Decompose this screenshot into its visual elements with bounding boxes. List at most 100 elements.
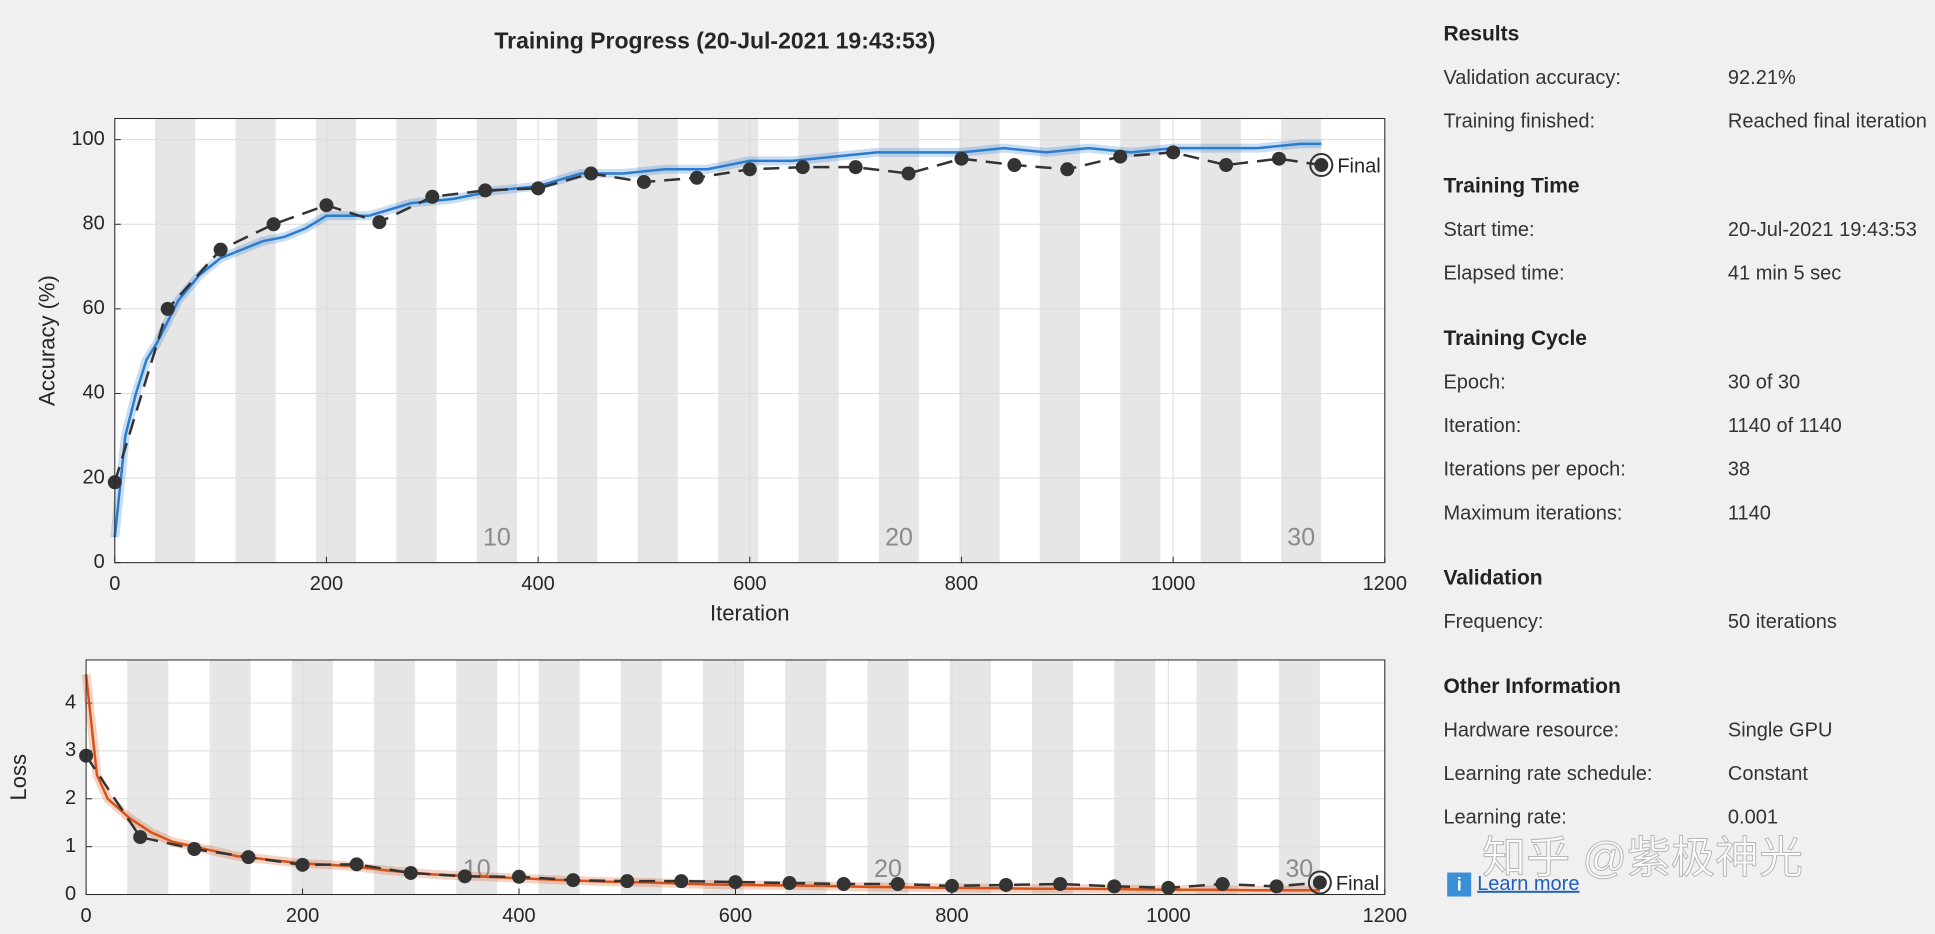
learn-more-link[interactable]: Learn more [1477, 873, 1579, 895]
validation-point [836, 876, 851, 891]
y-tick-label: 40 [83, 382, 105, 404]
y-tick-label: 0 [94, 551, 105, 573]
y-tick-label: 60 [83, 297, 105, 319]
validation-point [584, 166, 599, 181]
epoch-band [949, 659, 991, 895]
panel-value: 20-Jul-2021 19:43:53 [1728, 219, 1917, 241]
validation-point [954, 151, 969, 166]
panel-value: 0.001 [1728, 807, 1778, 829]
x-axis-label: Iteration [696, 932, 776, 934]
axes-box [114, 118, 1386, 564]
validation-point [728, 875, 743, 890]
validation-point [1269, 879, 1284, 894]
validation-point [1312, 875, 1327, 890]
epoch-band [315, 118, 357, 563]
y-tick-label: 3 [65, 739, 76, 761]
info-icon [1447, 872, 1472, 897]
axes-box [85, 659, 1386, 896]
validation-point [1271, 151, 1286, 166]
panel-label: Iterations per epoch: [1443, 459, 1625, 481]
epoch-band [235, 118, 276, 563]
panel-label: Hardware resource: [1443, 719, 1619, 741]
panel-section-title: Validation [1443, 566, 1542, 589]
validation-point [425, 189, 440, 204]
x-tick-label: 1000 [1151, 573, 1196, 595]
y-tick-label: 20 [83, 466, 105, 488]
final-marker [1307, 870, 1332, 895]
validation-point [241, 850, 256, 865]
epoch-band [456, 659, 498, 895]
y-axis-label: Loss [6, 754, 31, 800]
validation-point [1215, 876, 1230, 891]
epoch-band [785, 659, 827, 895]
validation-point [689, 170, 704, 185]
x-tick-label: 1200 [1363, 905, 1408, 927]
panel-value: 50 iterations [1728, 611, 1837, 633]
validation-point [636, 174, 651, 189]
validation-point [319, 198, 334, 213]
epoch-label: 10 [483, 523, 511, 551]
epoch-band [538, 659, 580, 895]
epoch-band [867, 659, 909, 895]
validation-point [999, 877, 1014, 892]
y-axis-label: Accuracy (%) [35, 275, 60, 406]
x-tick-label: 800 [935, 905, 968, 927]
y-tick-label: 0 [65, 883, 76, 905]
validation-point [531, 181, 546, 196]
validation-point [295, 857, 310, 872]
x-axis-label: Iteration [710, 600, 790, 625]
panel-label: Epoch: [1443, 371, 1505, 393]
final-label: Final [1336, 873, 1379, 895]
epoch-band [718, 118, 759, 563]
panel-value: Single GPU [1728, 719, 1833, 741]
training-line [84, 674, 1320, 892]
panel-label: Elapsed time: [1443, 263, 1564, 285]
epoch-band [702, 659, 745, 895]
chart-title: Training Progress (20-Jul-2021 19:43:53) [494, 27, 935, 53]
panel-label: Validation accuracy: [1443, 67, 1621, 89]
x-tick-label: 600 [733, 573, 766, 595]
validation-point [1007, 158, 1022, 173]
epoch-band [1281, 118, 1322, 563]
x-tick-label: 800 [945, 573, 978, 595]
y-tick-label: 4 [65, 691, 76, 713]
validation-point [1107, 879, 1122, 894]
validation-point [266, 217, 281, 232]
x-tick-label: 1000 [1146, 905, 1191, 927]
panel-value: 38 [1728, 459, 1750, 481]
epoch-band [373, 659, 416, 895]
epoch-band [1039, 118, 1081, 563]
x-tick-label: 0 [109, 573, 120, 595]
x-tick-label: 0 [81, 905, 92, 927]
validation-point [403, 865, 418, 880]
x-tick-label: 200 [310, 573, 343, 595]
validation-line [113, 151, 1322, 483]
panel-section-title: Training Cycle [1443, 327, 1587, 350]
epoch-band [1114, 659, 1156, 895]
epoch-band [291, 659, 333, 895]
epoch-label: 20 [885, 523, 913, 551]
validation-point [1060, 162, 1075, 177]
validation-line [85, 755, 1320, 890]
validation-point [349, 857, 364, 872]
validation-point [1113, 149, 1128, 164]
validation-point [1219, 158, 1234, 173]
validation-point [944, 878, 959, 893]
x-tick-label: 600 [719, 905, 752, 927]
epoch-band [959, 118, 1000, 563]
validation-point [742, 162, 757, 177]
validation-point [901, 166, 916, 181]
validation-point [782, 876, 797, 891]
validation-point [511, 869, 526, 884]
x-tick-label: 400 [521, 573, 554, 595]
epoch-band [127, 659, 169, 895]
validation-point [213, 242, 228, 257]
y-tick-label: 100 [71, 128, 104, 150]
validation-point [1053, 876, 1068, 891]
epoch-band [1031, 659, 1074, 895]
validation-point [187, 842, 202, 857]
validation-point [133, 830, 148, 845]
validation-point [848, 160, 863, 175]
y-tick-label: 80 [83, 213, 105, 235]
